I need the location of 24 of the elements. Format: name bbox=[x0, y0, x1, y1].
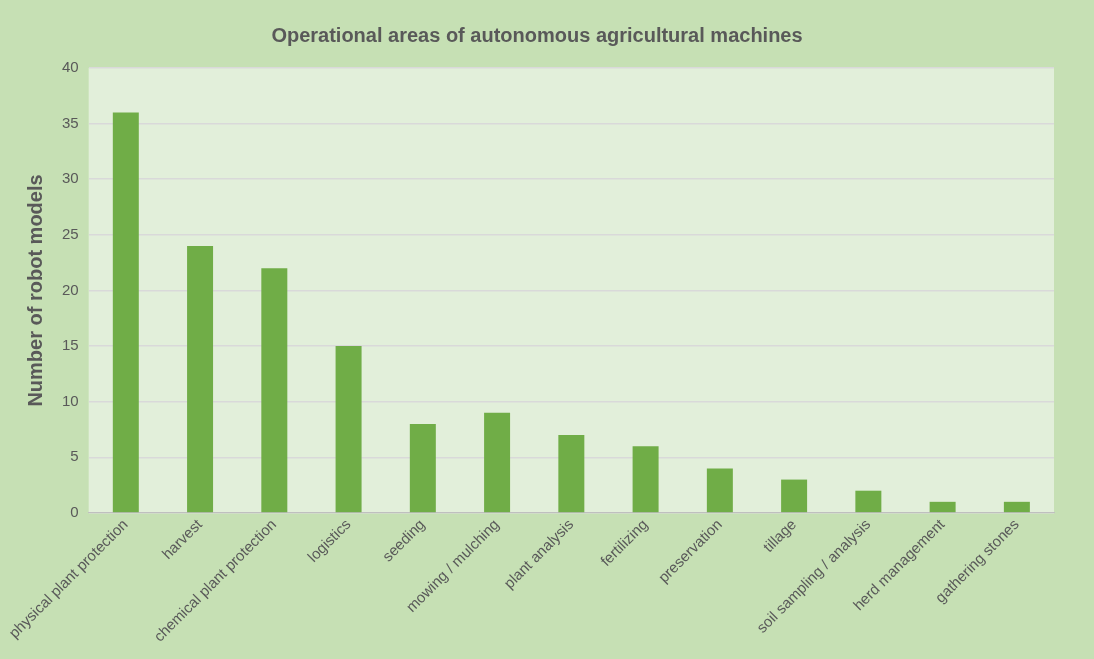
y-tick-label: 15 bbox=[62, 336, 79, 354]
bar bbox=[112, 112, 139, 513]
bar bbox=[484, 412, 511, 513]
bar bbox=[261, 268, 288, 513]
bar bbox=[187, 245, 214, 513]
bar bbox=[706, 468, 733, 513]
y-tick-label: 10 bbox=[62, 391, 79, 409]
bar bbox=[855, 490, 882, 513]
bar bbox=[409, 423, 436, 513]
bar bbox=[632, 446, 659, 513]
y-tick-label: 20 bbox=[62, 280, 79, 298]
bar bbox=[929, 501, 956, 513]
y-tick-label: 30 bbox=[62, 169, 79, 187]
y-tick-label: 5 bbox=[70, 447, 79, 465]
bar bbox=[335, 346, 362, 513]
y-axis-title: Number of robot models bbox=[23, 174, 46, 407]
bar bbox=[781, 479, 808, 513]
bar bbox=[1003, 501, 1030, 513]
y-tick-label: 25 bbox=[62, 225, 79, 242]
chart-title: Operational areas of autonomous agricultural machines bbox=[271, 23, 803, 46]
y-tick-label: 35 bbox=[62, 113, 79, 131]
y-tick-label: 40 bbox=[62, 58, 79, 76]
y-tick-label: 0 bbox=[70, 503, 79, 521]
bar bbox=[558, 435, 585, 513]
